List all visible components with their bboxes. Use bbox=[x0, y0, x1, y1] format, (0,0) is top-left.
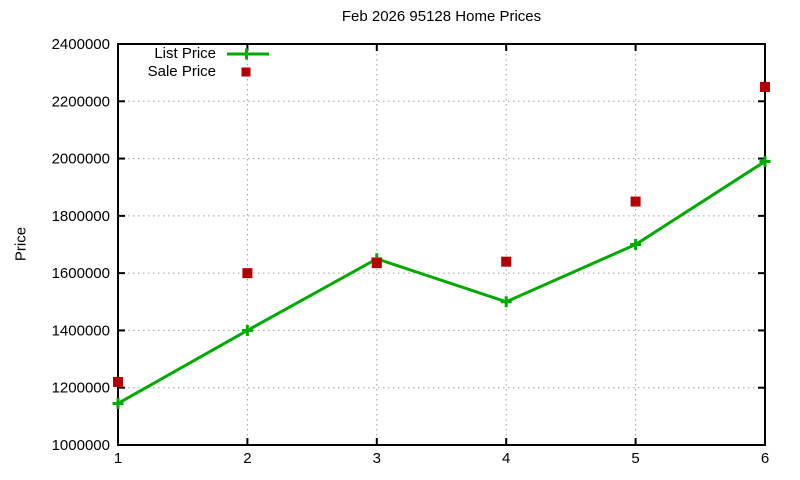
square-marker bbox=[501, 256, 512, 267]
legend-item-sale-price: Sale Price bbox=[0, 63, 269, 81]
y-tick-label: 1600000 bbox=[52, 265, 110, 282]
legend-label-list-price: List Price bbox=[154, 45, 216, 62]
x-tick-label: 5 bbox=[631, 450, 639, 467]
y-tick-label: 2400000 bbox=[52, 36, 110, 53]
legend-item-list-price: List Price bbox=[0, 45, 269, 63]
square-marker-icon bbox=[241, 67, 251, 77]
x-tick-label: 3 bbox=[373, 450, 381, 467]
y-tick-label: 1800000 bbox=[52, 208, 110, 225]
chart-title: Feb 2026 95128 Home Prices bbox=[341, 8, 542, 25]
y-tick-label: 1400000 bbox=[52, 322, 110, 339]
y-tick-label: 2000000 bbox=[52, 151, 110, 168]
square-marker bbox=[242, 268, 253, 279]
legend: List Price Sale Price bbox=[0, 45, 269, 81]
square-marker bbox=[113, 376, 123, 387]
x-tick-label: 2 bbox=[243, 450, 251, 467]
square-marker bbox=[371, 258, 382, 269]
legend-label-sale-price: Sale Price bbox=[147, 63, 216, 80]
line-plus-marker-icon bbox=[227, 48, 269, 60]
y-tick-label: 1000000 bbox=[52, 437, 110, 454]
list-price-line bbox=[117, 160, 766, 405]
square-marker bbox=[630, 196, 641, 207]
y-tick-label: 1200000 bbox=[52, 380, 110, 397]
y-axis-label: Price bbox=[12, 226, 30, 262]
x-tick-label: 4 bbox=[502, 450, 510, 467]
x-tick-label: 6 bbox=[761, 450, 769, 467]
x-tick-label: 1 bbox=[114, 450, 122, 467]
square-marker bbox=[760, 81, 770, 92]
y-tick-label: 2200000 bbox=[52, 93, 110, 110]
plot-border bbox=[117, 43, 766, 446]
